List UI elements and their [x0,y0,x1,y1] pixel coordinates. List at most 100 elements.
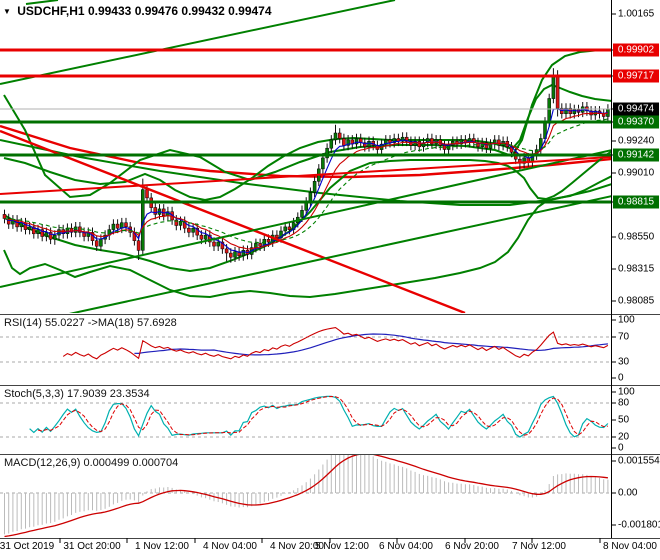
candle [497,139,501,146]
price-tick-label: 0.98550 [618,231,655,243]
candle [258,243,262,247]
rsi-indicator-label: RSI(14) 55.0227 ->MA(18) 57.6928 [4,317,177,329]
candle [363,142,367,148]
candle [216,241,220,247]
candle [145,189,149,199]
moving-averages [4,108,609,254]
candle [342,138,346,146]
rsi-panel[interactable] [0,327,611,363]
candle [233,251,237,258]
time-tick-label: 8 Nov 04:00 [603,541,657,552]
time-tick-label: 1 Nov 12:00 [135,541,189,552]
chart-header: ▼ USDCHF,H1 0.99433 0.99476 0.99432 0.99… [3,4,272,18]
candles-layer [2,68,610,263]
candle [187,227,191,233]
macd-scale-label: 0.001554 [618,455,660,467]
uptrend-stub-top [25,0,59,5]
stoch-scale-label: 20 [618,431,630,443]
slow-ma-green [0,139,611,206]
macd-scale-label: 0.00 [618,487,638,499]
price-level-badge: 0.98815 [613,195,659,209]
candle [99,239,103,247]
candle [404,136,409,142]
price-tick-label: 0.99240 [618,135,655,147]
symbol-dropdown-icon[interactable]: ▼ [3,7,11,16]
inner-band-lower [3,150,611,273]
time-tick-label: 6 Nov 20:00 [445,541,499,552]
price-level-badge: 0.99370 [613,115,659,129]
ohlc-close: 0.99474 [228,4,272,18]
ema-mid-red [4,112,609,250]
macd-histogram [4,455,609,535]
candle [551,74,556,99]
candle [224,248,229,254]
time-tick-label: 5 Nov 12:00 [315,541,369,552]
outer-band-lower [3,175,611,299]
candle [275,234,279,239]
candle [178,221,183,226]
uptrend-line-steep [0,0,396,85]
candle [279,230,283,239]
candle [400,136,405,142]
candle [459,139,463,145]
candle [392,138,396,143]
time-tick-label: 31 Oct 2019 [0,541,55,552]
stoch-scale-label: 80 [618,397,630,409]
candle [115,223,120,229]
channel-line-b [68,195,611,313]
rsi-scale-label: 100 [618,314,635,326]
candle [94,240,99,247]
candle [199,234,204,240]
candle [208,234,212,243]
stochastic-panel[interactable] [0,395,611,438]
candle [346,139,350,146]
rsi-scale-label: 0 [618,372,624,384]
candle [329,139,334,149]
price-level-badge: 0.99717 [613,69,659,83]
macd-scale-label: -0.001801 [618,519,660,531]
downtrend-line-steep [0,129,466,313]
rsi-scale-label: 70 [618,331,630,343]
price-tick-label: 0.99010 [618,167,655,179]
candle [354,138,359,145]
macd-signal-line [4,455,608,537]
macd-indicator-label: MACD(12,26,9) 0.000499 0.000704 [4,457,179,469]
candle [367,141,371,148]
candle [36,229,40,234]
time-tick-label: 31 Oct 20:00 [63,541,121,552]
stoch-k-line [29,395,609,438]
candle [384,139,388,145]
candle [174,219,179,226]
candle [124,222,128,228]
candle [237,251,241,257]
main-price-panel[interactable] [0,0,612,329]
candle [547,98,551,123]
ohlc-low: 0.99432 [181,4,225,18]
rsi-scale-label: 30 [618,356,630,368]
horizontal-levels[interactable] [0,48,611,204]
candle [111,223,116,230]
candle [287,226,292,230]
candle [572,109,577,114]
candle [266,239,271,243]
inner-band-upper [3,83,611,202]
candle [212,241,216,247]
candle [44,232,49,237]
candle [241,250,246,257]
candle [195,227,199,236]
candle [442,145,447,150]
price-level-badge: 0.99142 [613,148,659,162]
ohlc-open: 0.99433 [87,4,132,18]
candle [522,157,526,164]
macd-panel[interactable] [0,448,611,537]
stoch-scale-label: 0 [618,442,624,454]
time-tick-label: 6 Nov 04:00 [379,541,433,552]
candle [325,147,329,159]
candle [333,132,338,141]
candle [283,226,287,232]
trendlines[interactable] [0,0,612,329]
candle [430,138,434,145]
price-tick-label: 0.98315 [618,263,655,275]
